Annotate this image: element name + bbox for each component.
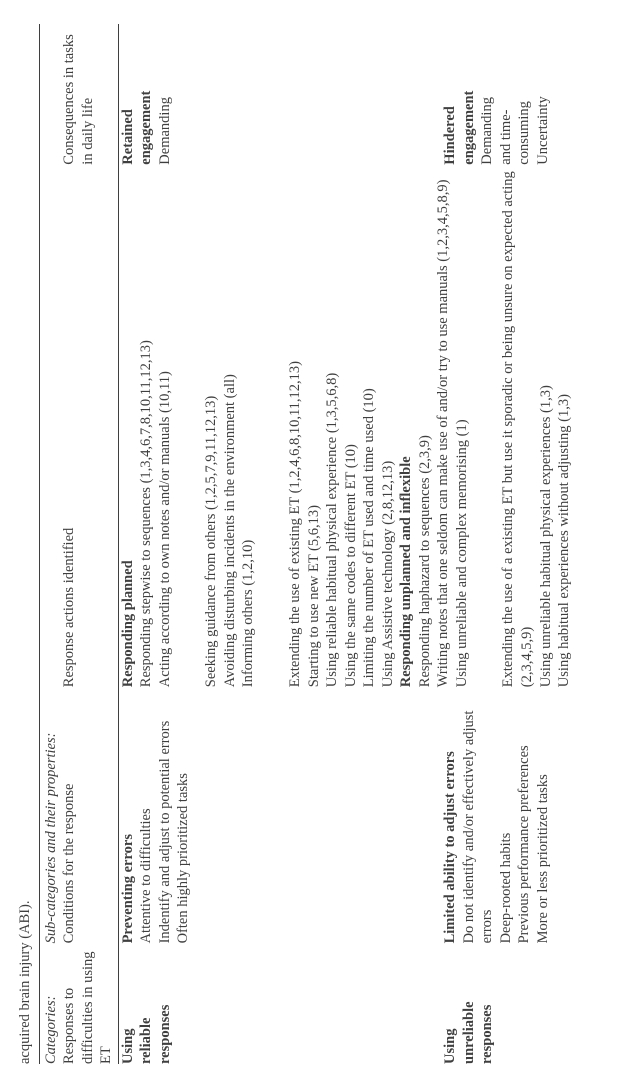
main-table: Categories: Responses to difficulties in… [39,24,574,1064]
cond1-title: Preventing errors [119,693,138,943]
act2-block1: Responding haphazard to sequences (2,3,9… [416,171,472,688]
act1-item: Acting according to own notes and/or man… [156,171,175,688]
act1-item: Limiting the number of ET used and time … [360,171,379,688]
cond2-item: Deep-rooted habits [497,693,516,943]
cons2-line1: Hindered [441,24,460,165]
act1-item: Informing others (1,2,10) [239,171,258,688]
act1-item: Starting to use new ET (5,6,13) [305,171,324,688]
cons1-line2: engagement [137,24,156,165]
hdr-categories: Responses to difficulties in using ET [60,949,116,1064]
hdr-consequences: Consequences in tasks in daily life [60,24,97,165]
act1-item: Using the same codes to different ET (10… [342,171,361,688]
act2-item: Using unreliable habitual physical exper… [537,171,556,688]
cat2-line1: Using [441,949,460,1064]
row-reliable: Using reliable responses Preventing erro… [118,24,397,1064]
cat1-line1: Using [119,949,138,1064]
cond2-item: Previous performance preferences [515,693,534,943]
act1-block3: Extending the use of existing ET (1,2,4,… [286,171,397,688]
act1-block2: Seeking guidance from others (1,2,5,7,9,… [202,171,258,688]
act1-item: Seeking guidance from others (1,2,5,7,9,… [202,171,221,688]
cons1-line1: Retained [119,24,138,165]
act1-item: Using Assistive technology (2,8,12,13) [379,171,398,688]
act2-title: Responding unplanned and inflexible [397,171,416,688]
cond1-item: Attentive to difficulties [137,693,156,943]
hdr-subprop-italic: Sub-categories and their properties: [42,693,61,943]
act2-item: Using unreliable and complex memorising … [453,171,472,688]
cons2-line6: Uncertainty [534,24,553,165]
cat1-line3: responses [156,949,175,1064]
cons2-line3: Demanding [478,24,497,165]
act1-block1: Responding stepwise to sequences (1,3,4,… [137,171,174,688]
cat1-line2: reliable [137,949,156,1064]
cons2-line2: engagement [460,24,479,165]
act1-item: Extending the use of existing ET (1,2,4,… [286,171,305,688]
act1-item: Responding stepwise to sequences (1,3,4,… [137,171,156,688]
cond1-item: Indentify and adjust to potential errors [156,693,175,943]
act2-item: Extending the use of a existing ET but u… [499,171,536,688]
cond2-item: More or less prioritized tasks [534,693,553,943]
cat2-line3: responses [478,949,497,1064]
caption-tail: acquired brain injury (ABI). [16,24,35,1064]
cond2-item: Do not identify and/or effectively adjus… [460,693,497,943]
cons2-line4: and time- [497,24,516,165]
act1-item: Using reliable habitual physical experie… [323,171,342,688]
cond1-item: Often highly prioritized tasks [174,693,193,943]
hdr-actions: Response actions identified [60,171,79,688]
act2-item: Responding haphazard to sequences (2,3,9… [416,171,435,688]
row-unreliable: Using unreliable responses Limited abili… [397,24,573,1064]
cons1-line3: Demanding [156,24,175,165]
cond2-list: Do not identify and/or effectively adjus… [460,693,553,943]
cond1-list: Attentive to difficulties Indentify and … [137,693,193,943]
hdr-categories-italic: Categories: [42,949,61,1064]
cond2-title: Limited ability to adjust errors [441,693,460,943]
hdr-conditions: Conditions for the response [60,693,79,943]
cons2-line5: consuming [515,24,534,165]
cat2-line2: unreliable [460,949,479,1064]
act2-item: Using habitual experiences without adjus… [555,171,574,688]
act1-item: Avoiding disturbing incidents in the env… [221,171,240,688]
act2-item: Writing notes that one seldom can make u… [434,171,453,688]
table-header-row: Categories: Responses to difficulties in… [39,24,118,1064]
act2-block2: Extending the use of a existing ET but u… [499,171,573,688]
act1-title: Responding planned [119,171,138,688]
